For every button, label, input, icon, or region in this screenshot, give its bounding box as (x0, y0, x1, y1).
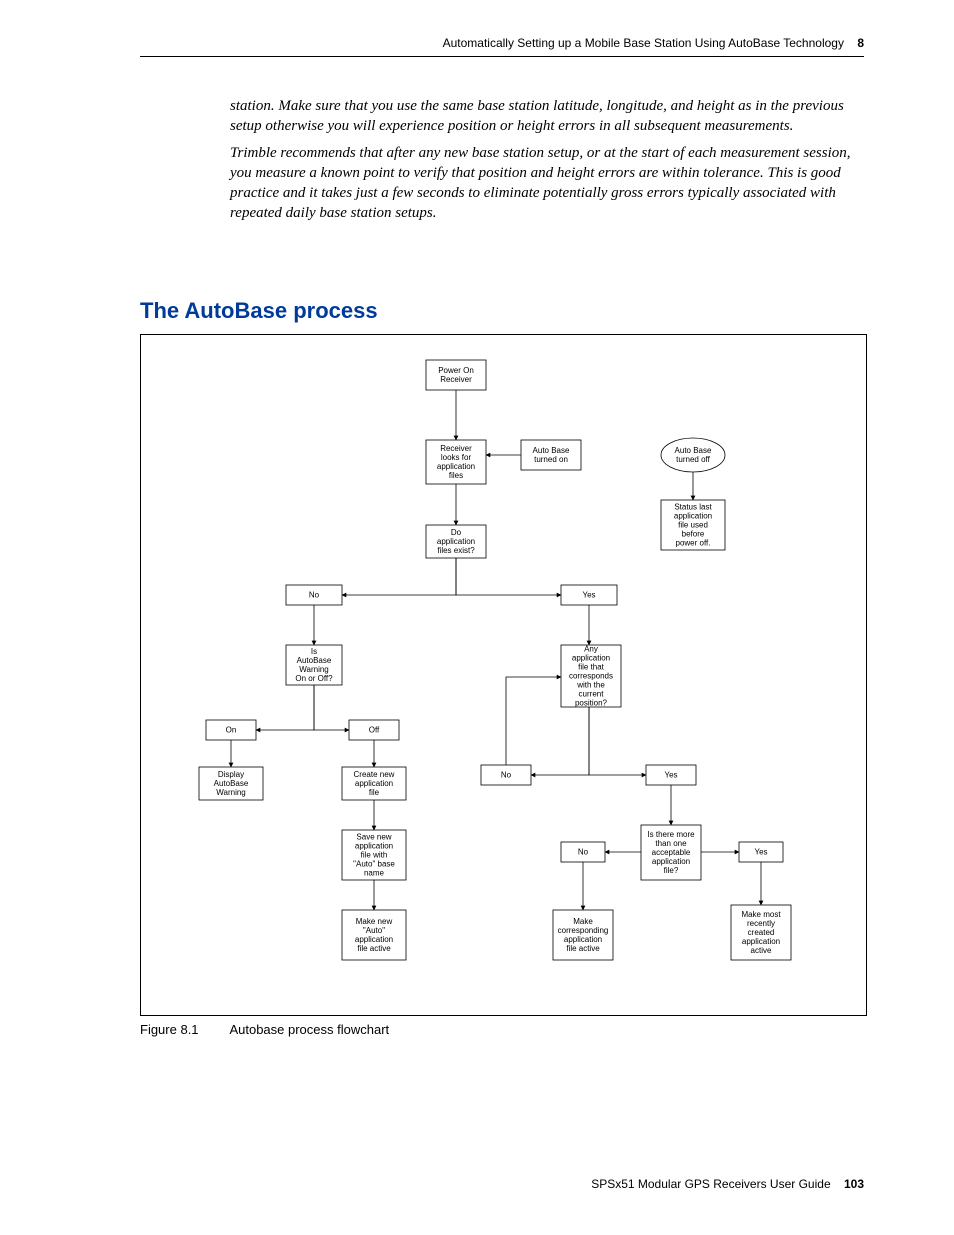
flow-node-label: "Auto" base (353, 860, 395, 869)
flow-node-label: file? (664, 866, 679, 875)
flow-node-label: created (748, 928, 775, 937)
flow-node-label: acceptable (652, 848, 691, 857)
flow-node-label: No (309, 591, 320, 600)
flow-node-label: AutoBase (214, 779, 249, 788)
flow-node-label: application (355, 935, 393, 944)
flow-node-label: Make (573, 917, 593, 926)
flow-node-label: files exist? (437, 546, 475, 555)
flow-node-label: On (226, 726, 237, 735)
body-text: station. Make sure that you use the same… (230, 96, 864, 230)
footer-guide: SPSx51 Modular GPS Receivers User Guide (591, 1177, 830, 1191)
page-footer: SPSx51 Modular GPS Receivers User Guide … (591, 1177, 864, 1191)
figure-caption-text: Autobase process flowchart (229, 1022, 389, 1037)
flow-edge (456, 558, 561, 595)
flow-node-label: current (579, 690, 605, 699)
flow-node-label: application (564, 935, 602, 944)
section-title: The AutoBase process (140, 298, 378, 324)
running-title: Automatically Setting up a Mobile Base S… (443, 36, 844, 50)
flow-node-label: application (437, 462, 475, 471)
flow-node-label: application (652, 857, 690, 866)
running-header: Automatically Setting up a Mobile Base S… (443, 36, 864, 50)
flow-node-label: No (501, 771, 512, 780)
flow-node-label: before (682, 530, 705, 539)
flow-edge (256, 685, 314, 730)
flow-node-label: power off. (676, 539, 711, 548)
body-para-1: station. Make sure that you use the same… (230, 96, 864, 137)
header-rule (140, 56, 864, 57)
flow-node-label: turned on (534, 455, 568, 464)
flow-node-label: than one (655, 839, 687, 848)
flow-node-label: name (364, 869, 385, 878)
flow-node-label: Warning (299, 665, 329, 674)
flow-node-label: Is (311, 647, 317, 656)
flow-node-label: corresponds (569, 672, 613, 681)
flow-node-label: corresponding (558, 926, 609, 935)
flow-node-label: position? (575, 699, 608, 708)
flow-node-label: Yes (582, 591, 595, 600)
flow-node-label: Yes (664, 771, 677, 780)
flow-node-label: Save new (356, 833, 391, 842)
flow-node-label: with the (576, 681, 605, 690)
flow-node-label: Display (218, 770, 244, 779)
figure-caption: Figure 8.1 Autobase process flowchart (140, 1022, 389, 1037)
flow-node-label: file (369, 788, 380, 797)
flow-node-label: On or Off? (295, 674, 333, 683)
flow-edge (589, 707, 646, 775)
flow-node-label: file with (361, 851, 388, 860)
flow-node-label: AutoBase (297, 656, 332, 665)
flow-edge (314, 685, 349, 730)
flow-node-label: file that (578, 663, 605, 672)
figure-label: Figure 8.1 (140, 1022, 199, 1037)
flow-node-label: application (674, 512, 712, 521)
chapter-number: 8 (857, 36, 864, 50)
flow-node-label: Yes (754, 848, 767, 857)
flow-node-label: file active (357, 944, 391, 953)
flow-node-label: Auto Base (675, 446, 712, 455)
flow-node-label: Warning (216, 788, 246, 797)
flow-node-label: Make new (356, 917, 393, 926)
flow-node-label: Status last (674, 503, 712, 512)
flow-node-label: No (578, 848, 589, 857)
flow-node-label: file used (678, 521, 708, 530)
flow-node-label: Any (584, 645, 598, 654)
footer-page: 103 (844, 1177, 864, 1191)
flow-node-label: Do (451, 528, 462, 537)
flow-node-label: application (437, 537, 475, 546)
flow-node-label: application (355, 842, 393, 851)
flow-node-label: active (751, 946, 772, 955)
flow-node-label: application (572, 654, 610, 663)
document-page: Automatically Setting up a Mobile Base S… (0, 0, 954, 1235)
flow-node-label: looks for (441, 453, 472, 462)
flow-node-label: application (355, 779, 393, 788)
flow-edge (342, 558, 456, 595)
flow-node-label: turned off (676, 455, 710, 464)
flow-edge (506, 677, 561, 765)
flow-node-label: Receiver (440, 444, 472, 453)
flow-node-label: Receiver (440, 375, 472, 384)
flow-node-label: Auto Base (533, 446, 570, 455)
flow-node-label: file active (566, 944, 600, 953)
flow-node-label: Is there more (647, 830, 695, 839)
flowchart-svg: Power OnReceiverReceiverlooks forapplica… (141, 335, 866, 1015)
flow-node-label: application (742, 937, 780, 946)
flow-node-label: Make most (741, 910, 781, 919)
flow-node-label: Off (369, 726, 380, 735)
flowchart-frame: Power OnReceiverReceiverlooks forapplica… (140, 334, 867, 1016)
flow-edge (531, 707, 589, 775)
flow-node-label: files (449, 471, 463, 480)
flow-node-label: Create new (354, 770, 395, 779)
body-para-2: Trimble recommends that after any new ba… (230, 143, 864, 224)
flow-node-label: recently (747, 919, 775, 928)
flow-node-label: Power On (438, 366, 474, 375)
flow-node-label: "Auto" (363, 926, 385, 935)
